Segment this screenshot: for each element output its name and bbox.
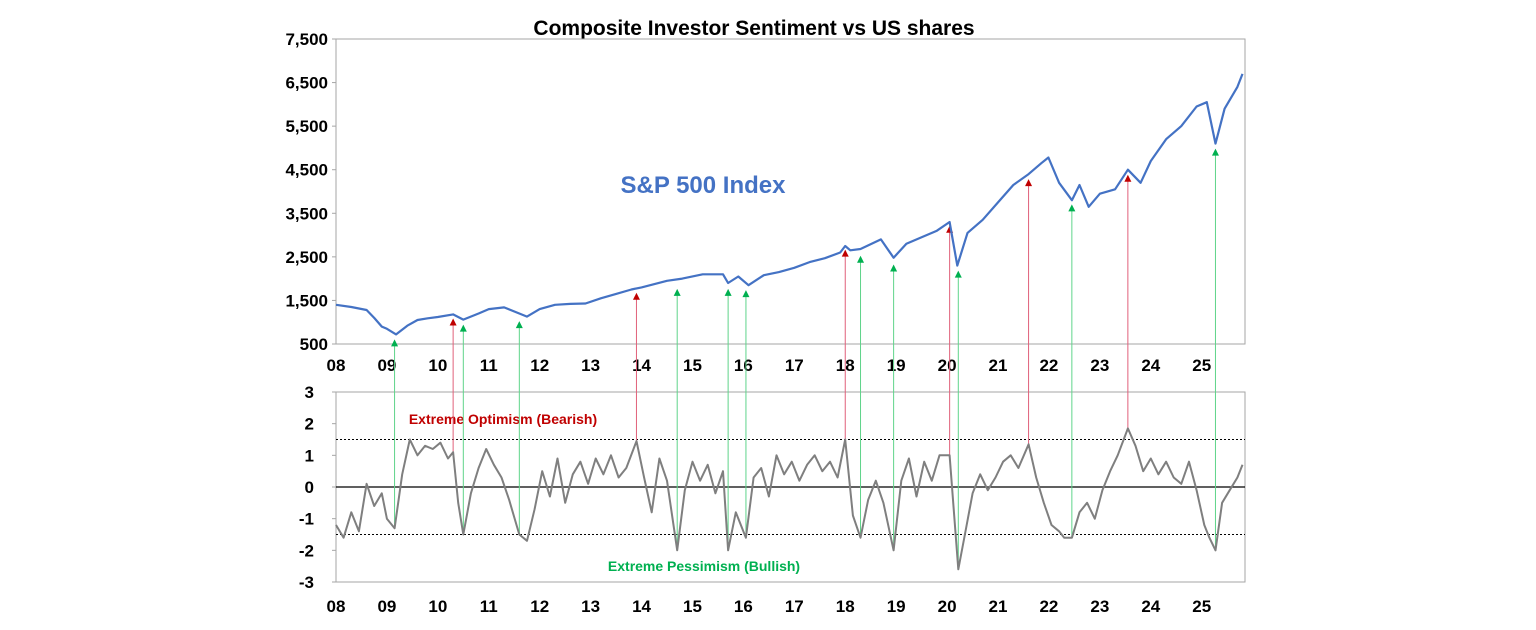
sentiment-x-tick-label: 23 <box>1090 597 1109 616</box>
sentiment-y-tick-label: 0 <box>305 478 314 497</box>
sp500-plot-area <box>335 38 1246 345</box>
sp500-x-tick-label: 10 <box>428 356 447 375</box>
sentiment-x-tick-label: 22 <box>1039 597 1058 616</box>
sp500-x-tick-label: 17 <box>785 356 804 375</box>
sp500-x-tick-label: 19 <box>887 356 906 375</box>
pessimism-arrow-head <box>1211 148 1219 156</box>
sentiment-x-tick-label: 21 <box>989 597 1008 616</box>
series-lines <box>335 73 1244 571</box>
sentiment-x-tick-label: 11 <box>480 597 498 616</box>
sentiment-x-tick-label: 25 <box>1192 597 1211 616</box>
sentiment-x-axis: 08 09 10 11 12 13 14 15 16 17 18 19 20 21 22 23 24 25 <box>327 597 1212 616</box>
sp500-x-tick-label: 13 <box>581 356 600 375</box>
sp500-y-tick-label: 500 <box>300 335 328 354</box>
sp500-x-tick-label: 24 <box>1141 356 1160 375</box>
sentiment-reference-lines <box>336 439 1245 535</box>
sp500-y-tick-label: 7,500 <box>285 30 328 49</box>
sentiment-x-tick-label: 13 <box>581 597 600 616</box>
sp500-index-line <box>335 73 1244 336</box>
signal-arrows <box>391 148 1219 570</box>
sp500-y-tick-label: 4,500 <box>285 161 328 180</box>
sentiment-x-tick-label: 18 <box>836 597 855 616</box>
sp500-x-tick-label: 20 <box>938 356 957 375</box>
pessimism-arrow-head <box>673 288 681 296</box>
sp500-x-tick-label: 25 <box>1192 356 1211 375</box>
optimism-arrow-head <box>449 318 457 326</box>
sentiment-x-tick-label: 12 <box>530 597 549 616</box>
pessimism-arrow-head <box>742 290 750 298</box>
optimism-arrow-head <box>841 249 849 257</box>
pessimism-arrow-head <box>1068 204 1076 212</box>
sp500-y-tick-label: 5,500 <box>285 117 328 136</box>
sentiment-y-tick-label: -2 <box>299 541 314 560</box>
sp500-x-tick-label: 08 <box>327 356 346 375</box>
sp500-x-tick-label: 14 <box>632 356 651 375</box>
pessimism-arrow-head <box>515 321 523 329</box>
pessimism-arrow-head <box>459 324 467 332</box>
pessimism-arrow-head <box>724 288 732 296</box>
sentiment-x-tick-label: 20 <box>938 597 957 616</box>
sp500-x-tick-label: 21 <box>989 356 1008 375</box>
extreme-optimism-label: Extreme Optimism (Bearish) <box>409 411 597 427</box>
sentiment-x-tick-label: 19 <box>887 597 906 616</box>
chart-title: Composite Investor Sentiment vs US share… <box>533 17 974 40</box>
sentiment-x-tick-label: 10 <box>428 597 447 616</box>
sentiment-x-tick-label: 24 <box>1141 597 1160 616</box>
sp500-y-axis: 7,500 6,500 5,500 4,500 3,500 2,500 1,500 500 <box>285 30 336 354</box>
sentiment-x-tick-label: 17 <box>785 597 804 616</box>
composite-sentiment-line <box>335 427 1244 571</box>
sentiment-y-tick-label: -3 <box>299 573 314 592</box>
sp500-x-tick-label: 12 <box>530 356 549 375</box>
sp500-y-tick-label: 1,500 <box>285 291 328 310</box>
pessimism-arrow-head <box>954 270 962 278</box>
sp500-series-label: S&P 500 Index <box>621 172 787 199</box>
sp500-x-axis: 08 09 10 11 12 13 14 15 16 17 18 19 20 21 22 23 24 25 <box>327 356 1212 375</box>
sentiment-x-tick-label: 15 <box>683 597 702 616</box>
sp500-y-tick-label: 6,500 <box>285 74 328 93</box>
pessimism-arrow-head <box>890 264 898 272</box>
sentiment-x-tick-label: 08 <box>327 597 346 616</box>
optimism-arrow-head <box>1124 174 1132 182</box>
sentiment-y-axis: 3 2 1 0 -1 -2 -3 <box>299 383 336 592</box>
extreme-pessimism-label: Extreme Pessimism (Bullish) <box>608 558 800 574</box>
sp500-y-tick-label: 2,500 <box>285 248 328 267</box>
sentiment-y-tick-label: 3 <box>305 383 314 402</box>
sentiment-x-tick-label: 14 <box>632 597 651 616</box>
sentiment-x-tick-label: 09 <box>377 597 396 616</box>
optimism-arrow-head <box>632 292 640 300</box>
pessimism-arrow-head <box>391 339 399 347</box>
sp500-x-tick-label: 23 <box>1090 356 1109 375</box>
pessimism-arrow-head <box>857 255 865 263</box>
sentiment-y-tick-label: -1 <box>299 510 314 529</box>
sp500-x-tick-label: 15 <box>683 356 702 375</box>
sentiment-y-tick-label: 2 <box>305 415 314 434</box>
sp500-x-tick-label: 09 <box>377 356 396 375</box>
sp500-x-tick-label: 16 <box>734 356 753 375</box>
sp500-y-tick-label: 3,500 <box>285 204 328 223</box>
optimism-arrow-head <box>1025 179 1033 187</box>
sp500-x-tick-label: 11 <box>480 356 498 375</box>
sp500-x-tick-label: 22 <box>1039 356 1058 375</box>
sentiment-y-tick-label: 1 <box>305 446 314 465</box>
sentiment-x-tick-label: 16 <box>734 597 753 616</box>
